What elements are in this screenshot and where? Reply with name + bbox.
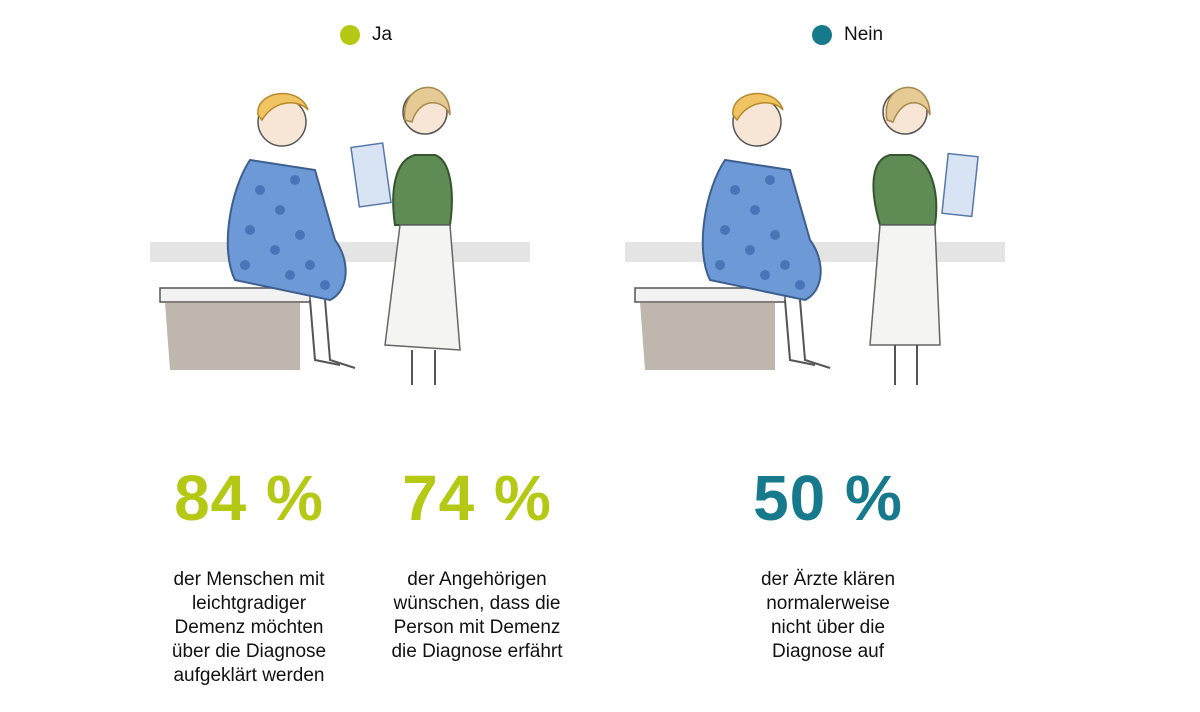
doctor-patient-drawing [150, 86, 530, 385]
stat-relatives: 74 % der Angehörigen wünschen, dass die … [362, 462, 592, 664]
doctor-patient-drawing [625, 86, 1005, 385]
stat-doctors-text: der Ärzte klären normalerweise nicht übe… [760, 569, 896, 662]
illustration-doctor-patient-nein [625, 60, 1005, 390]
stat-doctors: 50 % der Ärzte klären normalerweise nich… [713, 462, 943, 664]
legend-ja-dot [340, 25, 360, 45]
stat-relatives-text: der Angehörigen wünschen, dass die Perso… [391, 569, 563, 662]
stat-relatives-value: 74 % [402, 462, 552, 534]
legend-ja: Ja [340, 24, 392, 46]
stat-doctors-value: 50 % [753, 462, 903, 534]
legend-nein-dot [812, 25, 832, 45]
legend-ja-label: Ja [372, 24, 393, 45]
legend-nein: Nein [812, 24, 883, 46]
illustration-doctor-patient-ja [150, 60, 530, 390]
stat-patients-text: der Menschen mit leichtgradiger Demenz m… [171, 569, 327, 686]
stat-patients-value: 84 % [174, 462, 324, 534]
legend-nein-label: Nein [844, 24, 884, 45]
stat-patients: 84 % der Menschen mit leichtgradiger Dem… [134, 462, 364, 688]
